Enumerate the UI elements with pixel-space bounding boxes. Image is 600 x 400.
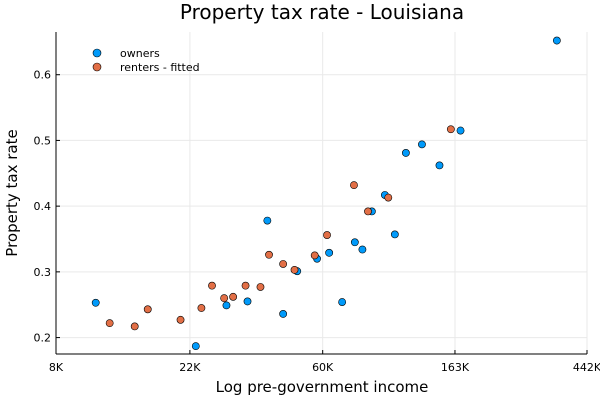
legend-item: renters - fitted bbox=[92, 61, 200, 74]
data-point bbox=[208, 281, 216, 290]
data-point bbox=[390, 230, 399, 239]
series-owners bbox=[91, 36, 561, 351]
series-renters-fitted bbox=[105, 125, 455, 331]
grid bbox=[55, 32, 588, 354]
x-tick-label: 163K bbox=[441, 361, 470, 374]
data-point bbox=[222, 301, 231, 310]
legend-marker bbox=[92, 62, 102, 72]
x-tick-label: 22K bbox=[179, 361, 201, 374]
data-point bbox=[350, 181, 358, 190]
data-point bbox=[364, 207, 372, 216]
x-tick-label: 442K bbox=[573, 361, 600, 374]
legend-label: owners bbox=[120, 47, 160, 60]
y-tick-labels: 0.2 0.3 0.4 0.5 0.6 bbox=[34, 69, 52, 345]
data-point bbox=[143, 305, 152, 314]
x-axis-label: Log pre-government income bbox=[216, 378, 429, 396]
data-point bbox=[263, 216, 272, 225]
data-point bbox=[310, 251, 319, 260]
data-point bbox=[265, 250, 273, 259]
data-point bbox=[552, 36, 561, 45]
data-point bbox=[130, 322, 139, 331]
y-tick-label: 0.3 bbox=[34, 266, 52, 279]
data-point bbox=[456, 126, 465, 135]
data-point bbox=[323, 231, 331, 239]
data-point bbox=[418, 140, 426, 149]
x-tick-label: 60K bbox=[312, 361, 334, 374]
y-tick-label: 0.4 bbox=[34, 200, 52, 213]
data-point bbox=[350, 238, 359, 247]
data-point bbox=[197, 304, 206, 312]
data-point bbox=[401, 149, 410, 157]
data-point bbox=[358, 245, 367, 254]
data-point bbox=[243, 297, 252, 306]
y-tick-label: 0.6 bbox=[34, 69, 52, 82]
axes bbox=[55, 32, 588, 355]
data-point bbox=[325, 248, 334, 257]
y-tick-label: 0.5 bbox=[34, 134, 52, 147]
y-axis-label: Property tax rate bbox=[3, 129, 21, 256]
data-point bbox=[279, 310, 288, 318]
data-points bbox=[91, 36, 561, 351]
data-point bbox=[256, 283, 265, 291]
data-point bbox=[220, 294, 229, 303]
data-point bbox=[229, 292, 238, 301]
legend-label: renters - fitted bbox=[120, 61, 200, 74]
y-tick-label: 0.2 bbox=[34, 332, 52, 345]
data-point bbox=[435, 161, 444, 170]
data-point bbox=[191, 342, 200, 351]
data-point bbox=[279, 260, 288, 268]
data-point bbox=[290, 265, 299, 274]
data-point bbox=[176, 315, 185, 324]
data-point bbox=[105, 319, 114, 328]
x-tick-labels: 8K 22K 60K 163K 442K bbox=[49, 361, 600, 374]
chart-title: Property tax rate - Louisiana bbox=[180, 0, 464, 24]
legend-item: owners bbox=[92, 47, 160, 60]
data-point bbox=[91, 298, 100, 307]
data-point bbox=[446, 125, 455, 134]
legend-marker bbox=[92, 48, 102, 58]
data-point bbox=[384, 193, 393, 202]
data-point bbox=[338, 298, 347, 306]
x-tick-label: 8K bbox=[49, 361, 64, 374]
data-point bbox=[241, 281, 250, 290]
